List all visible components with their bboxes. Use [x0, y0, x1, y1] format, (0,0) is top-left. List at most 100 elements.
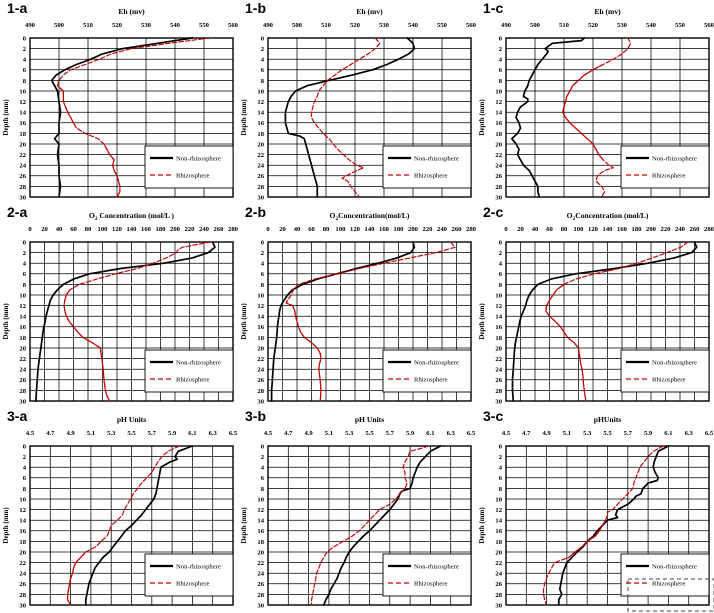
x-tick-label: 180 — [394, 226, 405, 233]
y-tick-label: 26 — [495, 377, 502, 384]
y-tick-label: 12 — [257, 507, 264, 514]
x-tick-label: 120 — [588, 226, 599, 233]
series-rhizosphere-solid-segment — [568, 519, 606, 558]
legend-box — [620, 349, 710, 393]
x-tick-label: 80 — [85, 226, 92, 233]
x-tick-label: 20 — [517, 226, 524, 233]
y-tick-label: 24 — [19, 163, 26, 170]
chart-title: O2Concentration(mol/L) — [330, 211, 410, 222]
x-tick-label: 540 — [646, 22, 657, 29]
x-tick-label: 60 — [546, 226, 553, 233]
series-rhizosphere-solid-segment — [63, 289, 111, 402]
y-tick-label: 18 — [19, 131, 26, 138]
y-tick-label: 16 — [495, 120, 502, 127]
x-tick-label: 140 — [365, 226, 376, 233]
legend: Non-rhizosphere Rhizosphere — [144, 349, 234, 393]
x-tick-label: 4.5 — [264, 430, 273, 437]
y-tick-label: 24 — [19, 367, 26, 374]
x-tick-label: 80 — [561, 226, 568, 233]
y-tick-label: 22 — [257, 356, 264, 363]
y-tick-label: 16 — [257, 120, 264, 127]
x-tick-label: 6.1 — [188, 430, 196, 437]
y-tick-label: 12 — [19, 99, 26, 106]
x-tick-label: 4.9 — [542, 430, 551, 437]
x-tick-label: 5.5 — [365, 430, 374, 437]
panel-2-a: 2-a 0 20 40 60 80 100 120 140 160 180 200 220 240 260… — [0, 204, 238, 408]
y-tick-label: 22 — [495, 152, 502, 159]
plot-border — [29, 37, 234, 198]
y-tick-label: 2 — [499, 250, 503, 257]
x-tick-label: 100 — [98, 226, 109, 233]
y-axis-title: Depth (mm) — [240, 303, 248, 340]
panel-1-a: 1-a 490 500 510 520 530 540 550 560 0 2 4 6 8 10 12 14 1… — [0, 0, 238, 204]
x-tick-label: 120 — [112, 226, 123, 233]
chart-3-b: 4.5 4.7 4.9 5.1 5.3 5.5 5.7 5.9 6.1 6.3 6.50246810… — [240, 415, 476, 609]
legend-label-rhizosphere: Rhizosphere — [652, 173, 685, 180]
legend-box — [620, 553, 710, 597]
series-non-rhizosphere — [557, 445, 670, 606]
y-tick-label: 6 — [261, 67, 265, 74]
x-tick-label: 240 — [675, 226, 686, 233]
y-tick-label: 6 — [261, 271, 265, 278]
legend: Non-rhizosphere Rhizosphere — [382, 553, 472, 597]
panel-label: 2-b — [245, 204, 266, 220]
y-tick-label: 20 — [495, 549, 502, 556]
y-tick-label: 6 — [499, 475, 503, 482]
y-tick-label: 22 — [19, 152, 26, 159]
legend-label-rhizosphere: Rhizosphere — [414, 377, 447, 384]
y-tick-label: 22 — [19, 356, 26, 363]
x-tick-label: 520 — [350, 22, 361, 29]
y-tick-label: 4 — [261, 465, 265, 472]
panel-1-c: 1-c 490 500 510 520 530 540 550 560 0 2 4 6 8 10 12 14 1… — [476, 0, 714, 204]
x-tick-label: 6.3 — [685, 430, 694, 437]
legend-box — [144, 145, 234, 189]
plot-border — [267, 37, 472, 198]
y-tick-label: 4 — [499, 57, 503, 64]
y-tick-label: 26 — [495, 173, 502, 180]
y-tick-label: 14 — [19, 110, 26, 117]
x-tick-label: 530 — [379, 22, 390, 29]
legend: Non-rhizosphere Rhizosphere — [382, 145, 472, 189]
x-tick-label: 0 — [28, 226, 32, 233]
x-tick-label: 140 — [127, 226, 138, 233]
legend: Non-rhizosphere Rhizosphere — [620, 145, 710, 189]
x-tick-label: 260 — [452, 226, 463, 233]
y-tick-label: 20 — [19, 345, 26, 352]
y-tick-label: 8 — [261, 486, 265, 493]
y-tick-label: 2 — [261, 454, 265, 461]
x-tick-label: 490 — [501, 22, 512, 29]
x-tick-label: 5.7 — [386, 430, 395, 437]
x-tick-label: 5.9 — [168, 430, 177, 437]
x-tick-label: 560 — [466, 22, 476, 29]
y-axis-title: Depth (mm) — [240, 507, 248, 544]
y-tick-label: 28 — [19, 388, 26, 395]
y-axis-title: Depth (mm) — [2, 99, 10, 136]
panel-2-c: 2-c 0 20 40 60 80 100 120 140 160 180 200 220 240 260… — [476, 204, 714, 408]
y-tick-label: 4 — [23, 57, 27, 64]
y-tick-label: 12 — [19, 303, 26, 310]
y-tick-label: 10 — [257, 496, 264, 503]
x-tick-label: 280 — [228, 226, 238, 233]
y-tick-label: 12 — [495, 507, 502, 514]
series-rhizosphere — [311, 445, 429, 606]
y-tick-label: 0 — [499, 443, 503, 450]
x-tick-label: 220 — [185, 226, 196, 233]
x-tick-label: 530 — [617, 22, 628, 29]
panel-label: 3-b — [245, 408, 266, 424]
chart-title: pHUnits — [594, 415, 621, 424]
x-tick-label: 4.9 — [66, 430, 75, 437]
y-tick-label: 26 — [257, 173, 264, 180]
y-tick-label: 20 — [19, 141, 26, 148]
plot-border — [267, 445, 472, 606]
x-tick-label: 40 — [532, 226, 539, 233]
y-tick-label: 18 — [495, 539, 502, 546]
y-tick-label: 10 — [495, 292, 502, 299]
y-tick-label: 20 — [495, 141, 502, 148]
x-tick-label: 6.5 — [705, 430, 714, 437]
y-tick-label: 18 — [495, 335, 502, 342]
y-tick-label: 22 — [495, 356, 502, 363]
y-tick-label: 6 — [23, 475, 27, 482]
y-tick-label: 20 — [19, 549, 26, 556]
x-tick-label: 500 — [292, 22, 303, 29]
